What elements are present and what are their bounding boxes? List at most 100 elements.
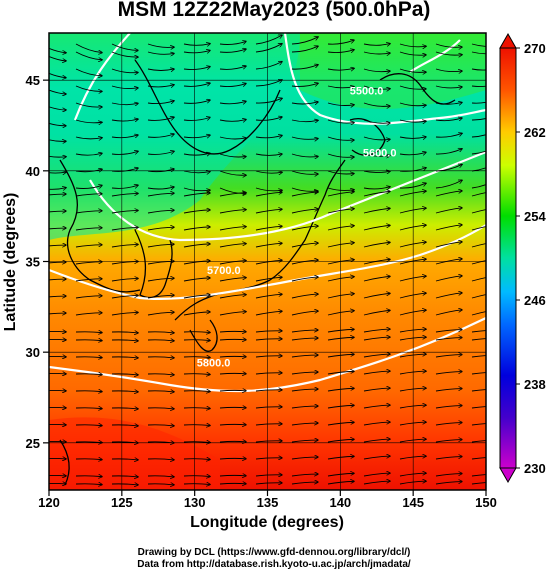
wind-streamline bbox=[255, 311, 282, 316]
wind-streamline bbox=[471, 355, 486, 358]
wind-streamline bbox=[471, 457, 486, 460]
wind-streamline bbox=[363, 473, 390, 477]
wind-streamline bbox=[471, 311, 486, 316]
wind-streamline bbox=[147, 85, 174, 87]
wind-streamline bbox=[327, 405, 354, 409]
wind-streamline bbox=[435, 482, 462, 485]
wind-streamline bbox=[291, 102, 318, 104]
wind-streamline bbox=[291, 372, 318, 375]
wind-streamline bbox=[255, 373, 282, 374]
wind-streamline bbox=[435, 389, 462, 392]
wind-streamline bbox=[183, 340, 210, 341]
wind-streamline bbox=[363, 337, 390, 341]
wind-streamline bbox=[327, 422, 354, 426]
wind-streamline bbox=[471, 277, 486, 282]
wind-streamline bbox=[291, 277, 318, 282]
wind-streamline bbox=[147, 476, 174, 477]
wind-streamline bbox=[219, 483, 246, 484]
wind-streamline bbox=[435, 191, 462, 197]
wind-streamline bbox=[75, 296, 102, 299]
wind-streamline bbox=[147, 52, 174, 54]
wind-streamline bbox=[363, 85, 390, 89]
map-gridlines bbox=[48, 33, 487, 490]
wind-streamline bbox=[75, 119, 102, 123]
wind-streamline bbox=[183, 135, 210, 138]
wind-streamline bbox=[75, 476, 102, 477]
wind-streamline bbox=[255, 135, 282, 137]
y-tick-label-30: 30 bbox=[26, 345, 40, 360]
wind-streamline bbox=[255, 331, 282, 332]
wind-streamline bbox=[111, 476, 138, 477]
wind-streamline bbox=[75, 262, 102, 265]
contour-labels: 5800.0 5700.0 5600.0 5500.0 bbox=[197, 86, 397, 370]
wind-streamline bbox=[291, 120, 318, 122]
wind-streamline bbox=[435, 86, 462, 88]
wind-streamline bbox=[49, 313, 66, 315]
contour-5800 bbox=[49, 317, 486, 393]
wind-streamline bbox=[435, 310, 462, 316]
wind-streamline bbox=[147, 151, 174, 155]
wind-streamline bbox=[219, 441, 246, 442]
wind-streamline bbox=[75, 374, 102, 375]
wind-streamline bbox=[219, 41, 246, 45]
wind-streamline bbox=[49, 47, 66, 53]
wind-streamline bbox=[327, 50, 354, 53]
wind-streamline bbox=[219, 244, 246, 248]
wind-streamline bbox=[471, 474, 486, 477]
wind-streamline bbox=[183, 44, 210, 46]
wind-streamline bbox=[363, 354, 390, 358]
wind-streamline bbox=[327, 388, 354, 392]
kyushu bbox=[189, 319, 218, 352]
wind-streamline bbox=[291, 440, 318, 443]
wind-streamline bbox=[291, 330, 318, 333]
wind-streamline bbox=[111, 185, 138, 189]
wind-streamline bbox=[327, 439, 354, 443]
wind-streamline bbox=[219, 49, 246, 53]
wind-streamline bbox=[327, 329, 354, 333]
colorbar-tick-label-246: 246 bbox=[524, 293, 546, 308]
wind-streamline bbox=[147, 244, 174, 248]
contour-label-5800.0: 5800.0 bbox=[197, 358, 231, 370]
wind-streamline bbox=[363, 136, 390, 140]
contour-label-5600.0: 5600.0 bbox=[363, 147, 397, 159]
wind-streamline bbox=[255, 390, 282, 391]
wind-streamline bbox=[49, 228, 66, 230]
wind-streamline bbox=[111, 193, 138, 197]
wind-streamline bbox=[219, 227, 246, 231]
wind-streamline bbox=[75, 484, 102, 485]
wind-streamline bbox=[291, 389, 318, 392]
wind-streamline bbox=[363, 293, 390, 299]
wind-streamline bbox=[291, 311, 318, 316]
wind-streamline bbox=[363, 388, 390, 392]
wind-streamline bbox=[435, 242, 462, 248]
colorbar-tick-label-262: 262 bbox=[524, 125, 546, 140]
wind-streamline bbox=[111, 43, 138, 50]
wind-streamline bbox=[327, 337, 354, 341]
wind-streamline bbox=[255, 35, 282, 45]
wind-streamline bbox=[183, 476, 210, 477]
wind-streamline bbox=[49, 55, 66, 61]
wind-streamline bbox=[363, 44, 390, 46]
wind-streamline bbox=[363, 371, 390, 375]
colorbar-tick-label-254: 254 bbox=[524, 209, 546, 224]
wind-streamline bbox=[183, 278, 210, 282]
wind-streamline bbox=[291, 457, 318, 460]
wind-streamline bbox=[183, 50, 210, 52]
y-tick-label-40: 40 bbox=[26, 164, 40, 179]
colorbar-ticks: 230 238 246 254 262 270 bbox=[516, 41, 546, 476]
wind-streamline bbox=[327, 68, 354, 70]
wind-streamline bbox=[435, 225, 462, 231]
wind-streamline bbox=[183, 261, 210, 265]
wind-streamline bbox=[75, 442, 102, 443]
wind-streamline bbox=[111, 51, 138, 57]
wind-streamline bbox=[49, 188, 66, 190]
x-tick-label-135: 135 bbox=[257, 495, 279, 510]
wind-streamline bbox=[111, 295, 138, 299]
wind-streamline bbox=[219, 170, 246, 175]
wind-streamline bbox=[49, 390, 66, 391]
wind-streamline bbox=[327, 456, 354, 460]
wind-streamline bbox=[183, 67, 210, 70]
wind-streamline bbox=[183, 425, 210, 426]
wind-streamline bbox=[219, 210, 246, 214]
wind-streamline bbox=[147, 69, 174, 71]
